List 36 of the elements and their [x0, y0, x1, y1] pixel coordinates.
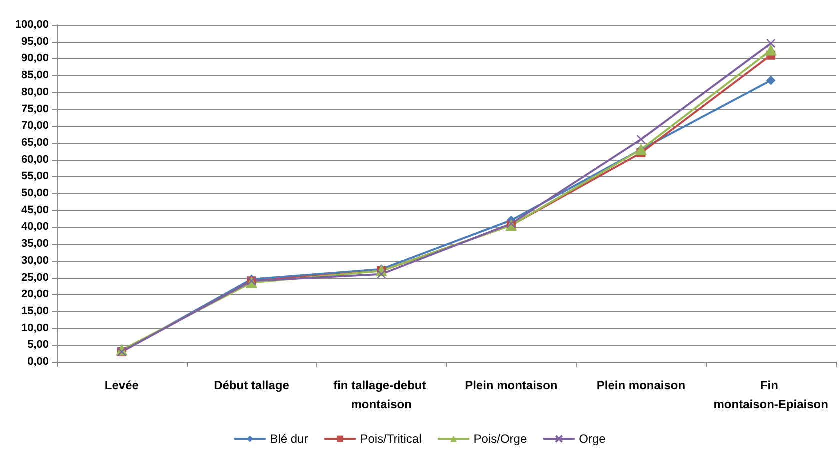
x-tick-label: Plein montaison: [465, 378, 558, 392]
y-tick-label: 30,00: [21, 254, 49, 267]
legend-label: Pois/Orge: [474, 432, 528, 446]
y-tick-label: 75,00: [21, 103, 49, 116]
y-tick-label: 60,00: [21, 154, 49, 166]
y-tick-label: 55,00: [21, 170, 49, 183]
point: [376, 270, 386, 279]
y-tick-label: 100,00: [15, 19, 49, 31]
point: [766, 76, 776, 86]
y-tick-label: 95,00: [21, 36, 49, 48]
y-tick-label: 20,00: [21, 288, 49, 301]
y-tick-label: 0,00: [28, 356, 49, 368]
point: [766, 38, 776, 48]
y-tick-label: 40,00: [21, 221, 49, 234]
y-tick-label: 50,00: [21, 188, 49, 200]
y-tick-label: 25,00: [21, 272, 49, 284]
legend-label: Blé dur: [270, 432, 308, 446]
y-tick-label: 35,00: [21, 238, 49, 250]
point: [766, 44, 777, 56]
x-tick-label: fin tallage-debut montaison: [334, 378, 430, 412]
y-tick-label: 15,00: [21, 305, 49, 318]
y-tick-label: 45,00: [21, 204, 49, 216]
x-tick-label: Fin montaison-Epiaison: [714, 378, 828, 412]
y-tick-label: 85,00: [21, 70, 49, 82]
y-tick-label: 65,00: [21, 136, 49, 149]
y-tick-label: 90,00: [21, 52, 49, 65]
y-tick-label: 10,00: [21, 322, 49, 334]
y-tick-label: 70,00: [21, 120, 49, 132]
point: [636, 134, 646, 144]
legend-label: Pois/Tritical: [360, 432, 422, 446]
x-tick-label: Plein monaison: [596, 378, 686, 392]
y-tick-label: 80,00: [21, 86, 49, 98]
x-tick-label: Levée: [104, 378, 140, 392]
y-tick-label: 5,00: [28, 339, 49, 352]
x-tick-label: Début tallage: [214, 378, 290, 392]
legend-label: Orge: [579, 432, 606, 446]
